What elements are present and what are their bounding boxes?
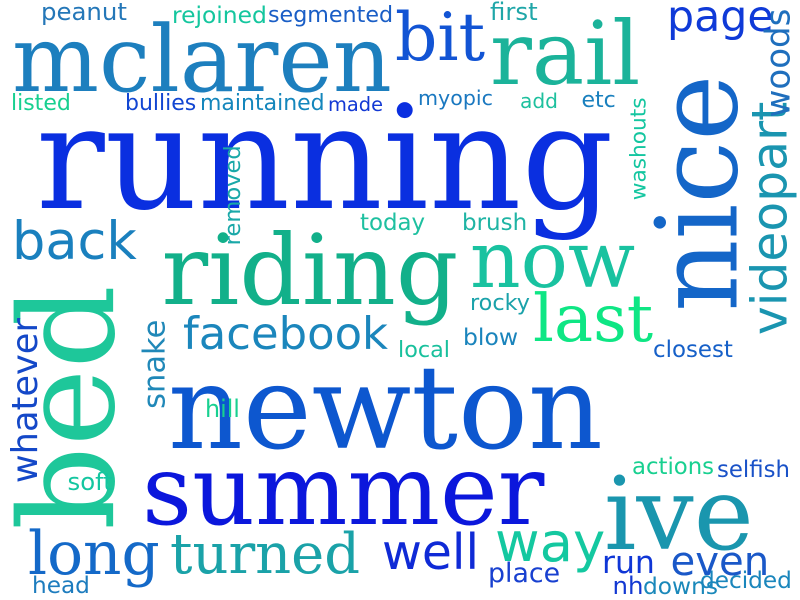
- word-snake: snake: [137, 319, 173, 409]
- word-myopic: myopic: [418, 85, 493, 110]
- word-well: well: [382, 523, 480, 581]
- word-rocky: rocky: [470, 290, 530, 316]
- word-hill: hill: [205, 395, 240, 423]
- word-brush: brush: [462, 209, 528, 236]
- word-actions: actions: [632, 453, 715, 480]
- word-even: even: [670, 538, 770, 585]
- word-newton: newton: [168, 341, 603, 476]
- word-local: local: [398, 337, 450, 363]
- word-nice: nice: [633, 73, 764, 312]
- word-soft: soft: [67, 467, 113, 496]
- word-etc: etc: [581, 88, 616, 113]
- word-woods: woods: [757, 8, 798, 118]
- word-turned: turned: [170, 521, 361, 587]
- word-rail: rail: [490, 3, 641, 105]
- word-whatever: whatever: [4, 318, 46, 484]
- word-peanut: peanut: [41, 0, 127, 26]
- word-running: running: [36, 74, 614, 242]
- word-selfish: selfish: [717, 456, 790, 483]
- word-rejoined: rejoined: [172, 0, 267, 29]
- word-today: today: [360, 209, 426, 236]
- word-way: way: [495, 510, 606, 574]
- word-riding: riding: [161, 214, 459, 328]
- word-facebook: facebook: [183, 306, 389, 360]
- word-first: first: [490, 0, 538, 26]
- word-back: back: [12, 210, 137, 272]
- word-add: add: [520, 89, 558, 113]
- word-run: run: [602, 545, 655, 581]
- word-segmented: segmented: [268, 2, 394, 28]
- word-summer: summer: [142, 434, 545, 548]
- word-bullies: bullies: [125, 91, 197, 116]
- word-page: page: [667, 0, 774, 42]
- word-videopart: videopart: [740, 101, 798, 335]
- word-bit: bit: [395, 0, 486, 76]
- word-made: made: [328, 92, 384, 116]
- word-last: last: [533, 281, 654, 357]
- word-long: long: [28, 519, 160, 589]
- word-downs: downs: [643, 572, 718, 600]
- word-closest: closest: [653, 336, 733, 363]
- word-nh: nh: [612, 571, 644, 600]
- word-washouts: washouts: [626, 96, 652, 200]
- word-blow: blow: [463, 323, 519, 351]
- word-maintained: maintained: [200, 91, 325, 116]
- word-listed: listed: [11, 91, 71, 116]
- word-head: head: [32, 571, 90, 599]
- word-ive: ive: [604, 455, 754, 573]
- word-mclaren: mclaren: [12, 6, 392, 113]
- word-now: now: [470, 213, 636, 306]
- word-removed: removed: [219, 144, 246, 245]
- word-place: place: [488, 557, 561, 589]
- word-decided: decided: [700, 566, 792, 594]
